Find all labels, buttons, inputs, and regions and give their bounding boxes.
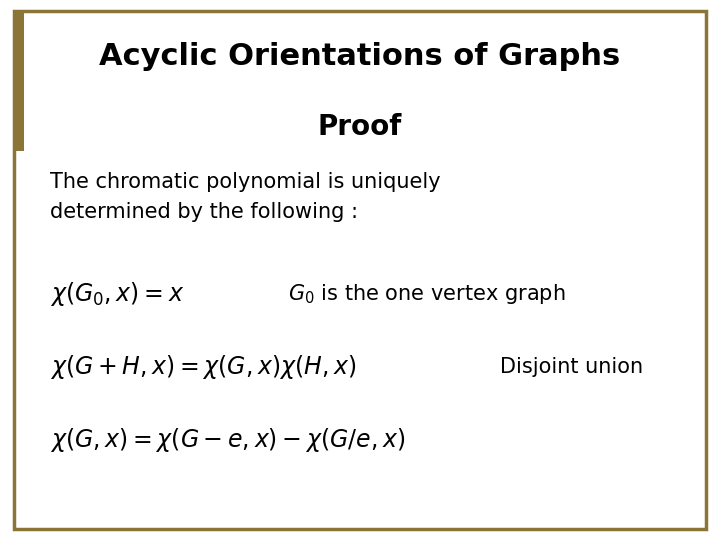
Text: Acyclic Orientations of Graphs: Acyclic Orientations of Graphs <box>99 42 621 71</box>
Text: $G_0$ is the one vertex graph: $G_0$ is the one vertex graph <box>288 282 565 306</box>
Bar <box>14 528 706 529</box>
Text: $\chi(G+H,x) = \chi(G,x)\chi(H,x)$: $\chi(G+H,x) = \chi(G,x)\chi(H,x)$ <box>50 353 357 381</box>
Bar <box>14 11 24 151</box>
Text: $\chi(G,x) = \chi(G-e,x) - \chi(G/e,x)$: $\chi(G,x) = \chi(G-e,x) - \chi(G/e,x)$ <box>50 426 406 454</box>
Text: Disjoint union: Disjoint union <box>500 357 644 377</box>
Text: $\chi(G_0, x) = x$: $\chi(G_0, x) = x$ <box>50 280 184 308</box>
Text: Proof: Proof <box>318 113 402 141</box>
Text: The chromatic polynomial is uniquely
determined by the following :: The chromatic polynomial is uniquely det… <box>50 172 441 222</box>
